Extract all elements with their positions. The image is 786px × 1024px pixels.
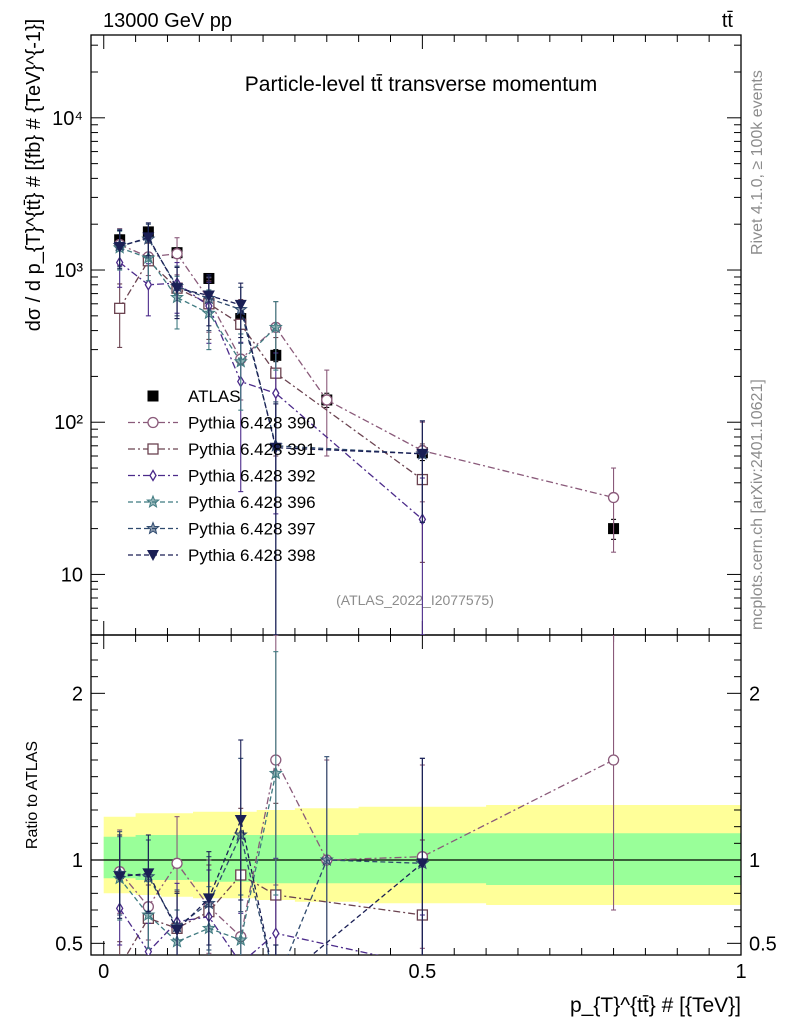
ratio-series-0: [114, 635, 620, 955]
legend-entry-1: Pythia 6.428 390: [128, 414, 316, 433]
main-point: [268, 320, 283, 334]
ratio-point: [171, 857, 183, 869]
rivet-version-label: Rivet 4.1.0, ≥ 100k events: [749, 70, 766, 255]
main-series-4: [112, 230, 283, 411]
ratio-x-tick-label: 1: [735, 961, 746, 983]
header-left-label: 13000 GeV pp: [103, 10, 232, 32]
x-axis-label: p_{T}^{tt̄} # [{TeV}]: [570, 994, 741, 1017]
main-point: [416, 448, 429, 460]
ratio-point: [607, 754, 620, 766]
ratio-point: [144, 945, 153, 955]
main-plot-title: Particle-level tt̄ transverse momentum: [245, 73, 597, 96]
main-y-tick-label: 10⁴: [52, 108, 83, 130]
legend-entry-4: Pythia 6.428 396: [128, 493, 316, 512]
ratio-y-tick-label-left: 1: [72, 850, 83, 872]
main-plot-frame: [90, 34, 742, 636]
ratio-axis-ticks: 0 0.5 10.5 0.51 12 2: [55, 635, 777, 983]
legend-entry-5: Pythia 6.428 397: [128, 520, 316, 539]
legend-label: ATLAS: [188, 387, 241, 406]
legend-label: Pythia 6.428 390: [188, 414, 316, 433]
ratio-point: [238, 958, 244, 968]
main-y-axis-label: dσ / d p_{T}^{tt̄} # [{fb} # {TeV}^{-1}]: [23, 19, 45, 331]
main-point: [272, 386, 280, 400]
main-y-tick-label: 10²: [54, 412, 83, 434]
legend-label: Pythia 6.428 392: [188, 467, 316, 486]
ratio-point: [272, 927, 280, 940]
ratio-uncertainty-bands: [91, 805, 741, 905]
main-series-group: [112, 222, 620, 635]
main-point: [269, 442, 282, 454]
legend-marker: [147, 443, 159, 455]
legend-entry-3: Pythia 6.428 392: [128, 467, 316, 486]
main-point: [233, 354, 248, 368]
legend-entry-6: Pythia 6.428 398: [128, 546, 316, 565]
main-y-tick-label: 10: [61, 564, 83, 586]
legend-entry-0: ATLAS: [147, 387, 241, 406]
ratio-y-axis-label: Ratio to ATLAS: [24, 741, 41, 849]
ratio-point: [171, 925, 184, 936]
ratio-point: [142, 868, 155, 880]
legend-marker: [149, 469, 157, 482]
ratio-series-5: [113, 739, 429, 991]
ratio-series-4-line: [119, 833, 423, 955]
ratio-series-2-line: [119, 907, 380, 955]
legend-marker: [147, 550, 159, 561]
ratio-point: [268, 765, 283, 780]
ratio-point: [270, 979, 281, 990]
header-right-label: tt̄: [722, 10, 734, 32]
main-point: [113, 241, 126, 253]
ratio-point: [416, 858, 429, 870]
ratio-point: [141, 907, 156, 922]
main-point: [171, 248, 183, 260]
ratio-point: [319, 852, 334, 867]
legend-marker: [146, 494, 160, 509]
ratio-plot-frame: [90, 634, 742, 956]
legend-label: Pythia 6.428 397: [188, 520, 316, 539]
legend-marker: [147, 390, 159, 402]
main-point: [202, 290, 215, 302]
main-series-6: [113, 222, 429, 635]
ratio-point: [270, 980, 282, 991]
ratio-y-tick-label-left: 2: [72, 683, 83, 705]
main-point: [234, 299, 247, 311]
legend-label: Pythia 6.428 396: [188, 493, 316, 512]
ratio-y-tick-label-right: 0.5: [749, 933, 777, 955]
mcplots-label: mcplots.cern.ch [arXiv:2401.10621]: [749, 379, 766, 630]
legend-entry-2: Pythia 6.428 391: [128, 440, 316, 459]
legend-marker: [146, 521, 160, 535]
analysis-label: (ATLAS_2022_I2077575): [336, 592, 494, 608]
main-axis-ticks: 10 10² 10³ 10⁴: [52, 35, 742, 636]
legend-label: Pythia 6.428 391: [188, 440, 316, 459]
main-point: [144, 278, 153, 292]
legend-marker: [147, 416, 159, 429]
ratio-point: [115, 962, 125, 972]
legend: ATLAS Pythia 6.428 390 Pythia 6.428 391 Pyt…: [128, 387, 316, 565]
ratio-y-tick-label-right: 2: [749, 683, 760, 705]
main-point: [171, 283, 184, 295]
ratio-y-tick-label-right: 1: [749, 850, 760, 872]
main-series-2: [114, 242, 429, 563]
ratio-x-tick-label: 0.5: [408, 961, 436, 983]
main-point: [114, 302, 126, 314]
main-point: [607, 491, 620, 504]
ratio-point: [113, 871, 126, 883]
main-series-1-line: [119, 244, 614, 499]
ratio-point: [202, 893, 215, 905]
ratio-x-tick-label: 0: [98, 961, 109, 983]
ratio-series-group: [112, 635, 620, 991]
main-y-tick-label: 10³: [54, 260, 83, 282]
legend-label: Pythia 6.428 398: [188, 546, 316, 565]
main-point: [321, 394, 333, 406]
ratio-y-tick-label-left: 0.5: [55, 933, 83, 955]
main-point: [142, 232, 155, 244]
ratio-point: [233, 932, 248, 947]
ratio-point: [234, 815, 247, 826]
